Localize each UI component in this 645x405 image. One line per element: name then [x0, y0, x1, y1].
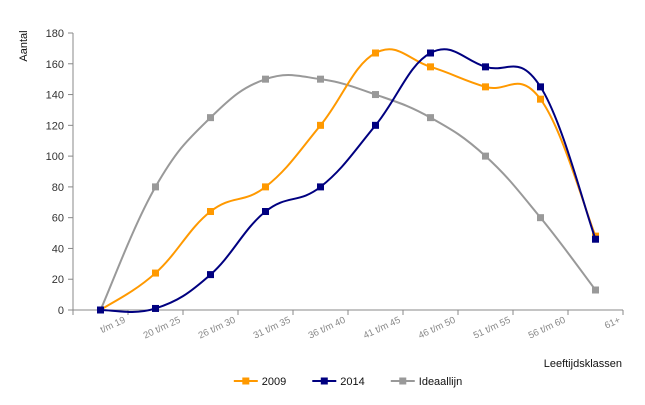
- y-tick-label: 40: [52, 243, 64, 255]
- x-tick-label: t/m 19: [99, 315, 128, 336]
- x-tick-label: 61+: [603, 315, 623, 332]
- legend-label: 2009: [262, 376, 286, 388]
- y-axis: 0 20 40 60 80 100 120 140 160 180: [46, 28, 74, 317]
- y-tick-label: 0: [58, 305, 64, 317]
- legend-marker: [399, 377, 407, 385]
- data-point-2014: [97, 306, 104, 314]
- legend-label: 2014: [340, 376, 364, 388]
- y-tick-label: 160: [46, 59, 64, 71]
- data-point-2009: [207, 208, 214, 216]
- legend-item-2014: 2014: [312, 376, 365, 388]
- y-tick-label: 80: [52, 182, 64, 194]
- y-tick-label: 60: [52, 213, 64, 225]
- x-tick-label: 36 t/m 40: [307, 315, 348, 342]
- y-tick-label: 180: [46, 28, 64, 40]
- series-line-2014: [100, 48, 597, 313]
- data-point-2014: [152, 304, 159, 312]
- data-point-ideaallijn: [427, 114, 434, 122]
- data-point-ideaallijn: [317, 75, 324, 83]
- data-point-2009: [372, 49, 379, 57]
- x-axis: t/m 19 20 t/m 25 26 t/m 30 31 t/m 35 36 t/m …: [72, 309, 624, 342]
- series-lines: [97, 48, 599, 314]
- legend-marker: [242, 377, 250, 385]
- data-point-2009: [537, 95, 544, 103]
- data-point-2014: [372, 121, 379, 129]
- data-point-2014: [537, 83, 544, 91]
- data-point-ideaallijn: [152, 183, 159, 191]
- legend-item-2009: 2009: [233, 376, 286, 388]
- y-axis-title: Aantal: [18, 30, 30, 61]
- x-axis-title: Leeftijdsklassen: [544, 358, 622, 370]
- data-point-2014: [262, 208, 269, 216]
- y-tick-label: 100: [46, 151, 64, 163]
- data-point-ideaallijn: [537, 214, 544, 222]
- data-point-ideaallijn: [372, 91, 379, 99]
- y-tick-label: 140: [46, 90, 64, 102]
- x-tick-label: 51 t/m 55: [472, 315, 513, 342]
- series-line-2009: [99, 48, 597, 311]
- legend-label: Ideaallijn: [419, 376, 462, 388]
- data-point-2014: [482, 63, 489, 71]
- data-point-2009: [152, 269, 159, 277]
- x-tick-label: 31 t/m 35: [252, 315, 293, 342]
- data-point-2009: [262, 183, 269, 191]
- data-point-ideaallijn: [207, 114, 214, 122]
- data-point-ideaallijn: [592, 286, 599, 294]
- data-point-ideaallijn: [262, 75, 269, 83]
- legend-item-ideaallijn: Ideaallijn: [390, 376, 462, 388]
- data-point-2009: [427, 63, 434, 71]
- x-tick-label: 20 t/m 25: [142, 315, 183, 342]
- legend: 2009 2014 Ideaallijn: [233, 376, 462, 388]
- x-tick-label: 46 t/m 50: [417, 315, 458, 342]
- y-tick-label: 20: [52, 274, 64, 286]
- data-point-2014: [427, 49, 434, 57]
- data-point-2009: [317, 121, 324, 129]
- y-tick-label: 120: [46, 120, 64, 132]
- data-point-2014: [317, 183, 324, 191]
- data-point-2014: [207, 271, 214, 279]
- data-point-2009: [482, 83, 489, 91]
- x-tick-label: 26 t/m 30: [197, 315, 238, 342]
- data-point-ideaallijn: [482, 152, 489, 160]
- legend-marker: [320, 377, 328, 385]
- series-line-ideaallijn: [99, 73, 597, 311]
- data-point-2014: [592, 235, 599, 243]
- x-tick-label: 56 t/m 60: [527, 315, 568, 342]
- x-tick-label: 41 t/m 45: [362, 315, 403, 342]
